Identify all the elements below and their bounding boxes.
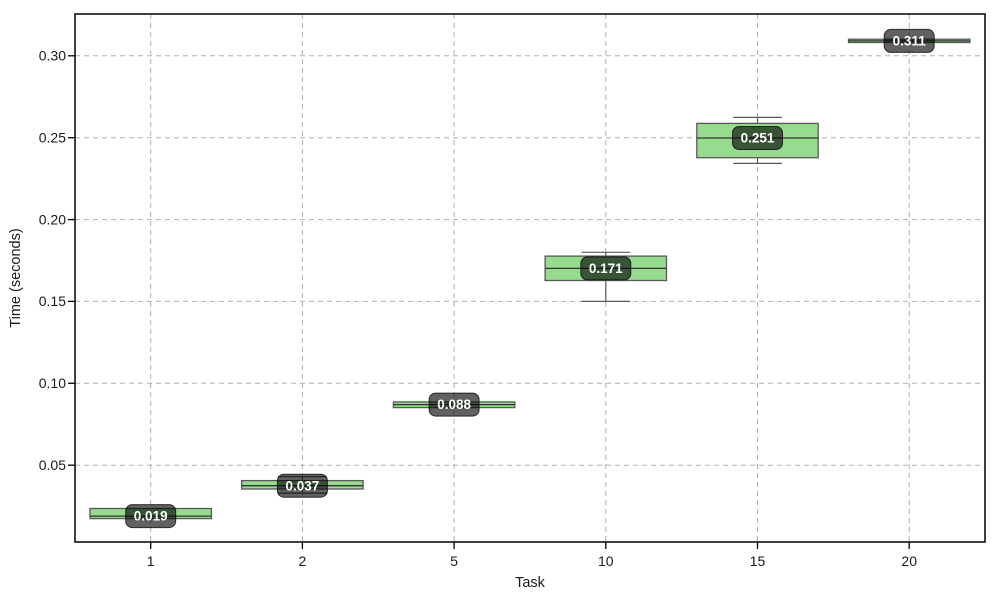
svg-text:0.30: 0.30 — [39, 48, 66, 64]
svg-text:0.088: 0.088 — [437, 397, 471, 412]
svg-text:15: 15 — [750, 553, 766, 569]
svg-text:1: 1 — [147, 553, 155, 569]
svg-text:Time (seconds): Time (seconds) — [8, 228, 24, 327]
svg-text:2: 2 — [299, 553, 307, 569]
svg-text:0.037: 0.037 — [286, 478, 320, 493]
svg-text:0.171: 0.171 — [589, 261, 623, 276]
svg-text:0.25: 0.25 — [39, 129, 66, 145]
svg-text:5: 5 — [450, 553, 458, 569]
svg-text:10: 10 — [598, 553, 614, 569]
svg-text:0.019: 0.019 — [134, 509, 168, 524]
svg-text:0.05: 0.05 — [39, 457, 66, 473]
svg-text:20: 20 — [901, 553, 917, 569]
svg-text:0.20: 0.20 — [39, 211, 66, 227]
svg-text:Task: Task — [515, 575, 546, 591]
svg-text:0.311: 0.311 — [893, 34, 927, 49]
svg-text:0.15: 0.15 — [39, 293, 66, 309]
svg-text:0.251: 0.251 — [741, 131, 775, 146]
svg-text:0.10: 0.10 — [39, 375, 66, 391]
